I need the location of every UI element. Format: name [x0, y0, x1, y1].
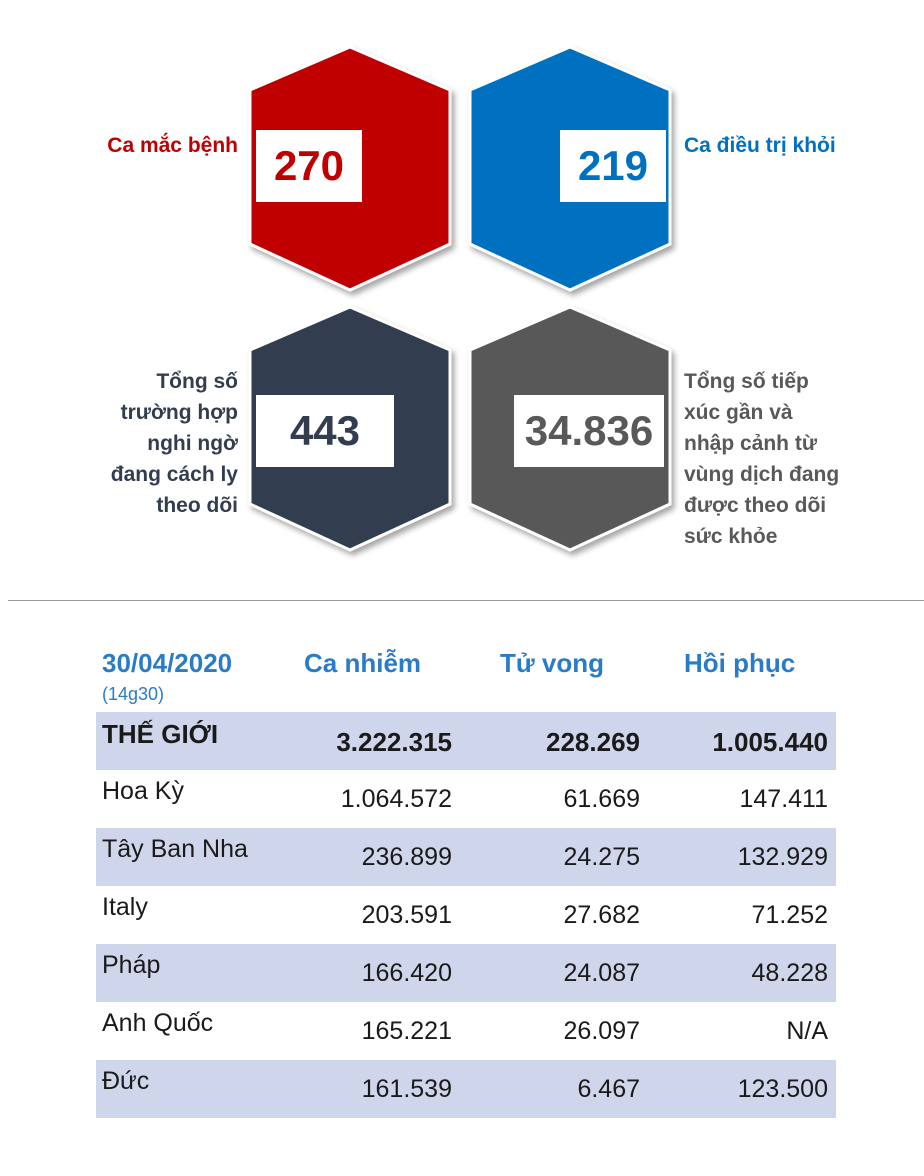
recovered-cell: 48.228	[751, 959, 828, 987]
cases-cell: 3.222.315	[336, 727, 452, 757]
cases-cell: 166.420	[361, 959, 452, 987]
table-row: Anh Quốc 165.221 26.097 N/A	[96, 1002, 836, 1060]
recovered-label: Ca điều trị khỏi	[684, 134, 836, 157]
country-name: Italy	[102, 893, 148, 921]
table-row: Đức 161.539 6.467 123.500	[96, 1060, 836, 1118]
cases-cell: 236.899	[361, 843, 452, 871]
table-time: (14g30)	[102, 684, 165, 704]
deaths-cell: 24.275	[563, 843, 640, 871]
country-name: THẾ GIỚI	[102, 719, 219, 749]
cases-cell: 1.064.572	[340, 785, 452, 813]
country-name: Pháp	[102, 951, 161, 979]
country-name: Tây Ban Nha	[102, 835, 248, 863]
country-table: THẾ GIỚI 3.222.315 228.269 1.005.440 Hoa…	[96, 712, 836, 1118]
cases-cell: 165.221	[361, 1017, 452, 1045]
deaths-cell: 27.682	[563, 901, 640, 929]
table-row: Pháp 166.420 24.087 48.228	[96, 944, 836, 1002]
deaths-cell: 24.087	[563, 959, 640, 987]
cases-value: 270	[256, 130, 362, 202]
recovered-cell: 1.005.440	[712, 727, 828, 757]
table-header: 30/04/2020 (14g30) Ca nhiễm Tử vong Hồi …	[96, 640, 836, 712]
header-recovered: Hồi phục	[684, 648, 796, 678]
monitored-label: Tổng số tiếp xúc gần và nhập cảnh từ vùn…	[684, 370, 840, 548]
table-row: Tây Ban Nha 236.899 24.275 132.929	[96, 828, 836, 886]
recovered-cell: 147.411	[739, 785, 828, 813]
table-date: 30/04/2020	[102, 648, 233, 678]
country-name: Đức	[102, 1067, 150, 1095]
deaths-cell: 228.269	[546, 727, 640, 757]
header-cases: Ca nhiễm	[304, 648, 422, 678]
recovered-cell: 123.500	[737, 1075, 828, 1103]
deaths-cell: 26.097	[563, 1017, 640, 1045]
country-name: Hoa Kỳ	[102, 777, 184, 805]
recovered-cell: 71.252	[751, 901, 828, 929]
deaths-cell: 61.669	[563, 785, 640, 813]
section-divider	[8, 600, 924, 601]
recovered-cell: N/A	[786, 1017, 828, 1045]
monitored-value: 34.836	[514, 395, 664, 467]
deaths-cell: 6.467	[577, 1075, 640, 1103]
isolated-value: 443	[256, 395, 394, 467]
cases-cell: 161.539	[361, 1075, 452, 1103]
isolated-label: Tổng số trường hợp nghi ngờ đang cách ly…	[110, 370, 238, 517]
header-deaths: Tử vong	[500, 648, 605, 678]
cases-label: Ca mắc bệnh	[107, 134, 238, 157]
table-row: Hoa Kỳ 1.064.572 61.669 147.411	[96, 770, 836, 828]
cases-cell: 203.591	[361, 901, 452, 929]
recovered-value: 219	[560, 130, 666, 202]
table-row-world: THẾ GIỚI 3.222.315 228.269 1.005.440	[96, 712, 836, 770]
recovered-cell: 132.929	[737, 843, 828, 871]
country-name: Anh Quốc	[102, 1009, 214, 1037]
table-row: Italy 203.591 27.682 71.252	[96, 886, 836, 944]
